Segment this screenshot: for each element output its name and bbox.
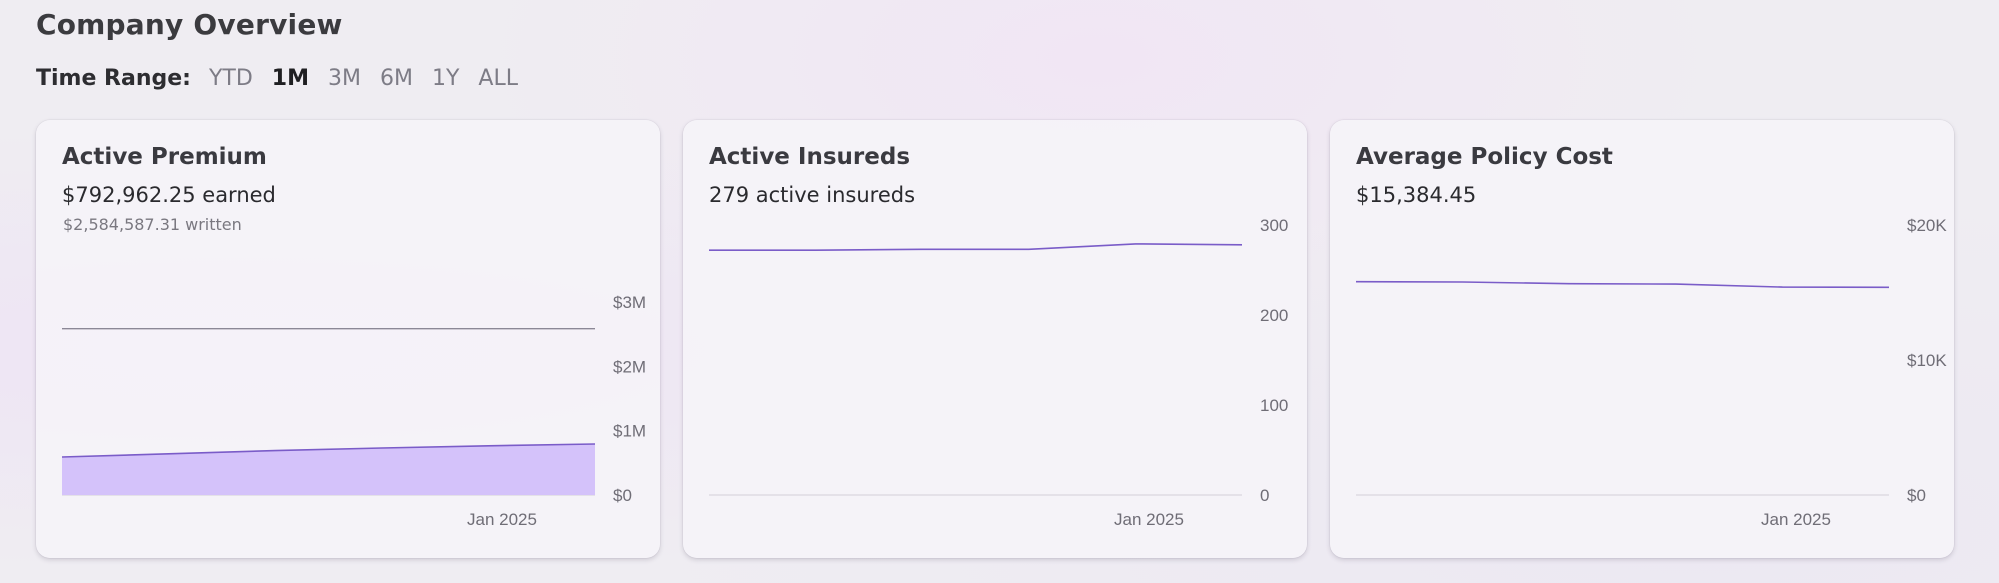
average-policy-cost-chart: $0 $10K $20K Jan 2025 — [1355, 216, 1947, 529]
y-tick-label: $10K — [1907, 351, 1947, 370]
series-area — [62, 444, 595, 495]
time-range-label: Time Range: — [36, 66, 191, 91]
y-tick-label: $1M — [613, 422, 646, 441]
active-premium-chart: $0 $1M $2M $3M Jan 2025 — [61, 293, 646, 529]
card-title: Average Policy Cost — [1356, 144, 1613, 170]
card-title: Active Premium — [62, 144, 267, 170]
average-policy-cost-value: $15,384.45 — [1356, 183, 1477, 207]
time-range-1m[interactable]: 1M — [271, 66, 309, 91]
time-range-3m[interactable]: 3M — [328, 66, 361, 91]
time-range-all[interactable]: ALL — [478, 66, 518, 91]
series-line — [1355, 280, 1890, 289]
series-line — [61, 443, 596, 458]
page-title: Company Overview — [36, 8, 343, 41]
x-tick-label: Jan 2025 — [1114, 510, 1184, 529]
card-average-policy-cost[interactable]: $0 $10K $20K Jan 2025 Average Policy Cost $… — [1330, 120, 1954, 558]
x-tick-label: Jan 2025 — [467, 510, 537, 529]
y-tick-label: 200 — [1260, 306, 1288, 325]
written-premium-value: $2,584,587.31 written — [63, 215, 242, 234]
time-range-1y[interactable]: 1Y — [431, 66, 460, 91]
y-tick-label: $0 — [613, 486, 632, 505]
y-tick-label: $20K — [1907, 216, 1947, 235]
card-active-insureds[interactable]: 0 100 200 300 Jan 2025 Active Insureds 279 a… — [683, 120, 1307, 558]
card-title: Active Insureds — [709, 144, 911, 170]
x-tick-label: Jan 2025 — [1761, 510, 1831, 529]
active-insureds-value: 279 active insureds — [709, 183, 916, 207]
y-tick-label: 300 — [1260, 216, 1288, 235]
series-line — [709, 243, 1243, 251]
time-range-ytd[interactable]: YTD — [208, 66, 253, 91]
earned-premium-value: $792,962.25 earned — [62, 183, 276, 207]
y-tick-label: $2M — [613, 357, 646, 376]
y-tick-label: $3M — [613, 293, 646, 312]
y-tick-label: 100 — [1260, 396, 1288, 415]
time-range-selector: Time Range: YTD 1M 3M 6M 1Y ALL — [36, 66, 537, 91]
y-tick-label: 0 — [1260, 486, 1269, 505]
time-range-6m[interactable]: 6M — [379, 66, 413, 91]
card-active-premium[interactable]: $0 $1M $2M $3M Jan 2025 Active Premium $792,… — [36, 120, 660, 558]
active-insureds-chart: 0 100 200 300 Jan 2025 — [709, 216, 1288, 529]
y-tick-label: $0 — [1907, 486, 1926, 505]
